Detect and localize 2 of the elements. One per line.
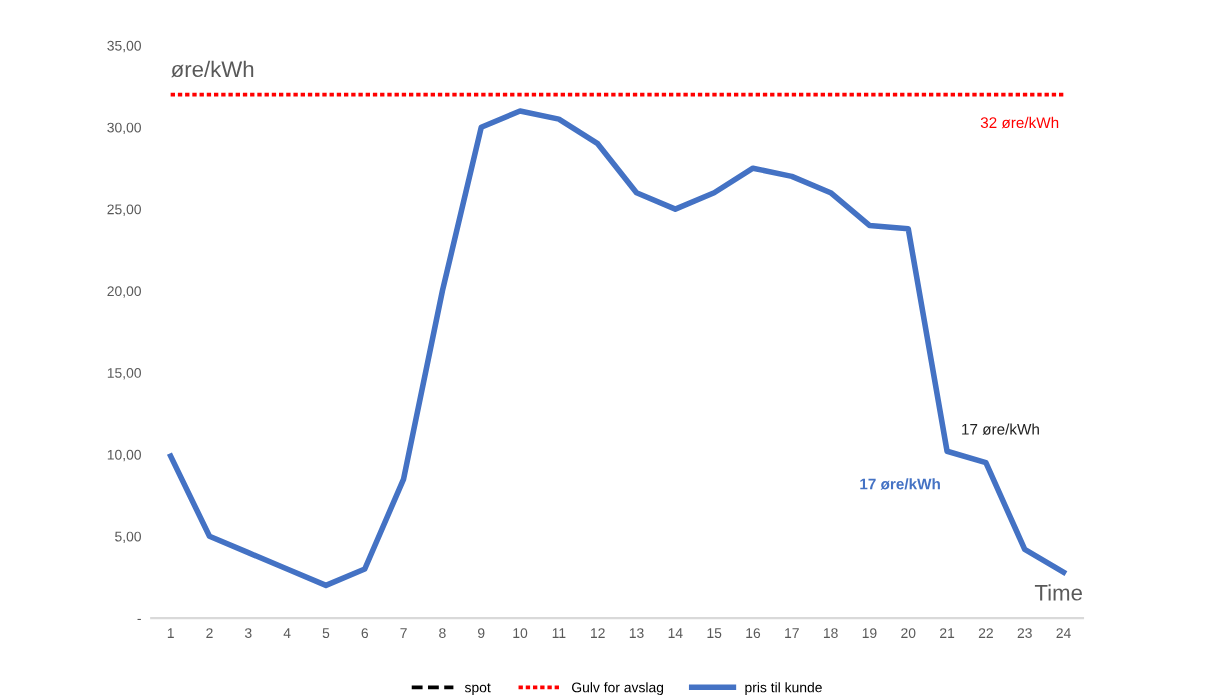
x-axis-title: Time xyxy=(1034,584,1082,601)
y-axis-title: øre/kWh xyxy=(171,60,254,78)
